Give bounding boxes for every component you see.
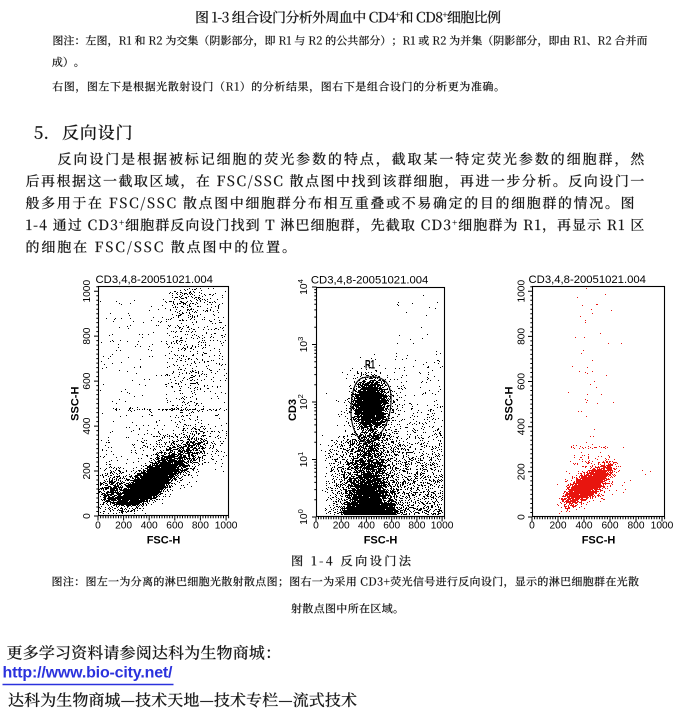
svg-text:400: 400 <box>82 417 93 434</box>
svg-text:400: 400 <box>358 520 375 531</box>
svg-text:CD3,4,8-20051021.004: CD3,4,8-20051021.004 <box>311 275 428 287</box>
svg-text:600: 600 <box>517 373 528 390</box>
svg-text:200: 200 <box>517 463 528 480</box>
svg-text:http://www.bio-city.net/: http://www.bio-city.net/ <box>3 665 174 682</box>
svg-text:200: 200 <box>82 462 93 479</box>
svg-text:800: 800 <box>408 520 425 531</box>
svg-text:0: 0 <box>517 514 528 520</box>
svg-text:200: 200 <box>333 520 350 531</box>
svg-text:1000: 1000 <box>82 280 93 303</box>
svg-text:600: 600 <box>166 520 183 531</box>
svg-text:0: 0 <box>95 520 101 531</box>
svg-text:101: 101 <box>296 452 310 468</box>
svg-text:FSC-H: FSC-H <box>582 535 616 547</box>
svg-text:CD3: CD3 <box>287 399 299 421</box>
svg-text:1000: 1000 <box>651 520 674 531</box>
svg-text:800: 800 <box>628 520 645 531</box>
svg-text:0: 0 <box>82 513 93 519</box>
svg-text:800: 800 <box>192 520 209 531</box>
svg-text:600: 600 <box>602 520 619 531</box>
svg-text:0: 0 <box>529 520 535 531</box>
svg-text:600: 600 <box>383 520 400 531</box>
svg-text:200: 200 <box>550 520 567 531</box>
svg-text:SSC-H: SSC-H <box>503 387 515 421</box>
svg-text:R1: R1 <box>365 359 375 371</box>
svg-text:104: 104 <box>296 279 310 295</box>
svg-text:100: 100 <box>296 509 310 525</box>
svg-text:200: 200 <box>115 520 132 531</box>
svg-text:1000: 1000 <box>215 520 238 531</box>
svg-text:CD3,4,8-20051021.004: CD3,4,8-20051021.004 <box>529 274 646 286</box>
svg-text:SSC-H: SSC-H <box>69 387 81 421</box>
svg-text:400: 400 <box>141 520 158 531</box>
svg-text:1000: 1000 <box>431 520 454 531</box>
svg-text:800: 800 <box>82 327 93 344</box>
svg-text:0: 0 <box>313 520 319 531</box>
svg-text:103: 103 <box>296 337 310 353</box>
svg-text:1000: 1000 <box>517 280 528 303</box>
svg-text:400: 400 <box>517 418 528 435</box>
svg-text:400: 400 <box>576 520 593 531</box>
svg-text:600: 600 <box>82 372 93 389</box>
svg-text:FSC-H: FSC-H <box>147 535 181 547</box>
svg-text:CD3,4,8-20051021.004: CD3,4,8-20051021.004 <box>96 274 213 286</box>
svg-text:FSC-H: FSC-H <box>364 535 398 547</box>
svg-text:800: 800 <box>517 328 528 345</box>
